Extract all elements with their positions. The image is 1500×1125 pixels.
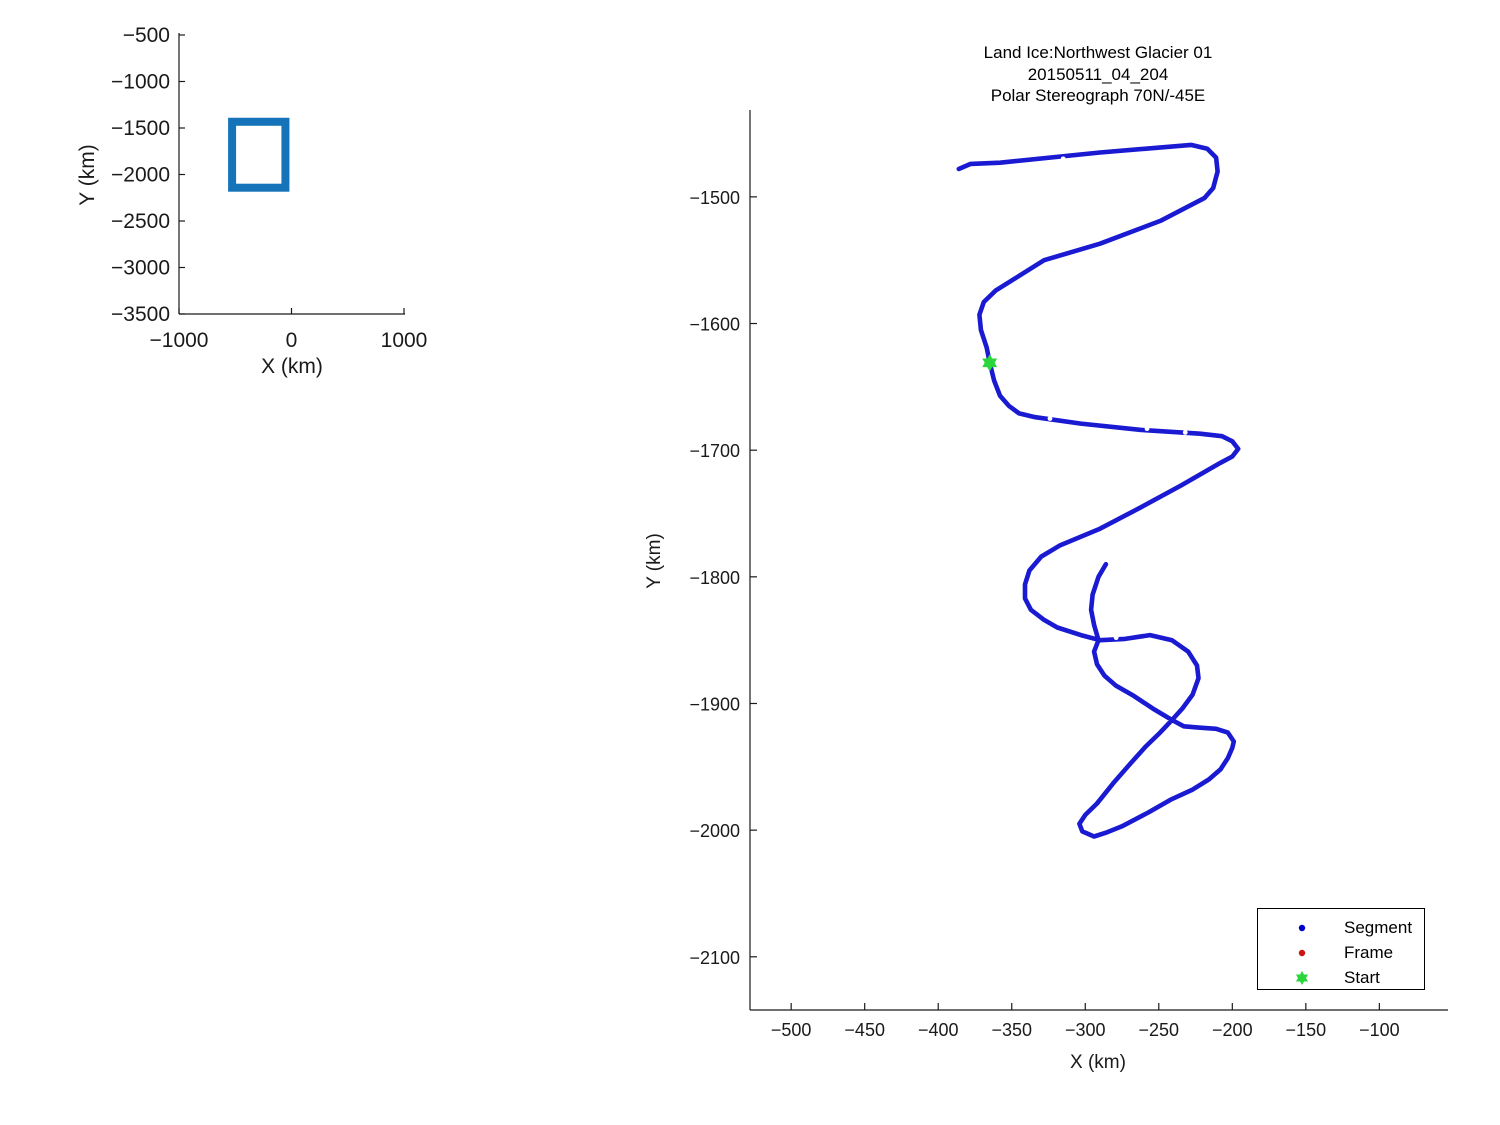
svg-text:−300: −300 bbox=[1065, 1020, 1106, 1040]
flight-path-segment bbox=[956, 142, 1241, 839]
svg-text:−2100: −2100 bbox=[689, 948, 740, 968]
track-axes: −500 −450 −400 −350 −300 −250 −200 −150 −100 −150… bbox=[689, 110, 1448, 1040]
overview-y-axis-label: Y (km) bbox=[74, 115, 102, 235]
svg-text:−500: −500 bbox=[771, 1020, 812, 1040]
svg-text:−3500: −3500 bbox=[111, 303, 170, 326]
overview-data bbox=[228, 117, 290, 192]
svg-text:0: 0 bbox=[286, 329, 298, 352]
svg-text:−3000: −3000 bbox=[111, 257, 170, 280]
start-marker bbox=[982, 354, 998, 372]
svg-text:−250: −250 bbox=[1139, 1020, 1180, 1040]
overview-view-rect bbox=[228, 117, 290, 192]
svg-text:−1800: −1800 bbox=[689, 568, 740, 588]
title-line-1: Land Ice:Northwest Glacier 01 bbox=[983, 43, 1213, 62]
svg-text:−2000: −2000 bbox=[689, 821, 740, 841]
legend-box: Segment Frame Start bbox=[1257, 908, 1425, 990]
svg-text:−2500: −2500 bbox=[111, 210, 170, 233]
legend-label-frame: Frame bbox=[1344, 943, 1394, 962]
overview-x-axis-label-text: X (km) bbox=[261, 355, 323, 378]
title-line-3: Polar Stereograph 70N/-45E bbox=[990, 86, 1206, 105]
track-data bbox=[956, 142, 1241, 839]
svg-text:1000: 1000 bbox=[381, 329, 428, 352]
overview-y-axis-label-text: Y (km) bbox=[76, 144, 99, 206]
title-line-2: 20150511_04_204 bbox=[1027, 64, 1169, 84]
svg-text:−200: −200 bbox=[1212, 1020, 1253, 1040]
legend-label-start: Start bbox=[1344, 968, 1380, 987]
svg-text:−1000: −1000 bbox=[150, 329, 209, 352]
svg-text:−150: −150 bbox=[1286, 1020, 1327, 1040]
track-y-axis-label: Y (km) bbox=[641, 501, 669, 621]
svg-text:−1600: −1600 bbox=[689, 315, 740, 335]
svg-text:−350: −350 bbox=[991, 1020, 1032, 1040]
svg-text:−400: −400 bbox=[918, 1020, 959, 1040]
track-x-axis-label-text: X (km) bbox=[1070, 1052, 1126, 1073]
svg-text:−1900: −1900 bbox=[689, 694, 740, 714]
svg-text:−450: −450 bbox=[844, 1020, 885, 1040]
svg-text:−500: −500 bbox=[123, 24, 170, 47]
svg-text:−2000: −2000 bbox=[111, 164, 170, 187]
main-plot-title: Land Ice:Northwest Glacier 01 20150511_0… bbox=[798, 42, 1398, 107]
svg-text:−1500: −1500 bbox=[111, 117, 170, 140]
overview-axes: −1000 0 1000 −500 −1000 −1500 −2000 −2500 −3000 −… bbox=[111, 24, 427, 352]
track-x-axis-label: X (km) bbox=[1038, 1049, 1158, 1077]
svg-text:−1000: −1000 bbox=[111, 71, 170, 94]
svg-text:−1700: −1700 bbox=[689, 441, 740, 461]
legend-markers bbox=[1295, 924, 1309, 985]
overview-x-axis-label: X (km) bbox=[232, 353, 352, 381]
legend-label-segment: Segment bbox=[1344, 918, 1413, 937]
svg-text:−100: −100 bbox=[1359, 1020, 1400, 1040]
svg-text:−1500: −1500 bbox=[689, 188, 740, 208]
track-y-axis-label-text: Y (km) bbox=[644, 533, 665, 589]
